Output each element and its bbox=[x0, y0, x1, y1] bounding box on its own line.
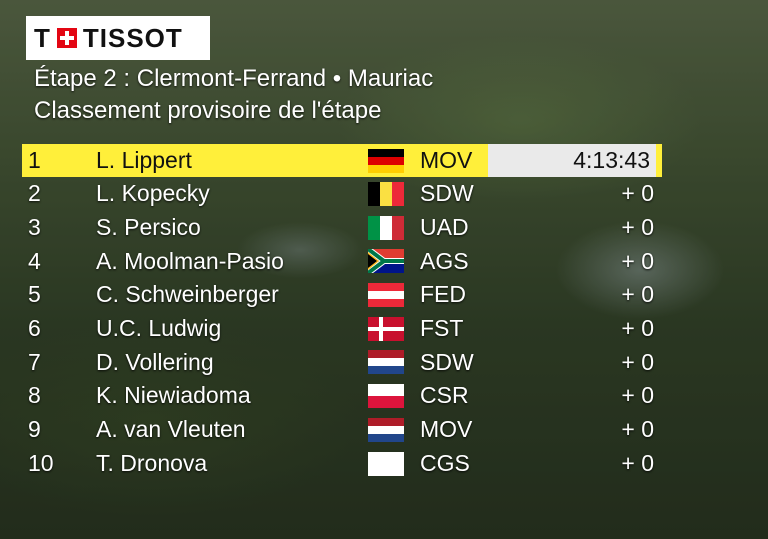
standings-row: 2 L. Kopecky SDW + 0 bbox=[22, 177, 662, 211]
rider-name: D. Vollering bbox=[96, 348, 214, 375]
rider-time: + 0 bbox=[621, 449, 654, 476]
rider-name: T. Dronova bbox=[96, 449, 208, 476]
rider-name: U.C. Ludwig bbox=[96, 315, 222, 342]
standings-row: 5 C. Schweinberger FED + 0 bbox=[22, 278, 662, 312]
standings-row: 7 D. Vollering SDW + 0 bbox=[22, 345, 662, 379]
standings-row: 10 T. Dronova CGS + 0 bbox=[22, 447, 662, 481]
denmark-flag-icon bbox=[368, 316, 404, 341]
rank: 9 bbox=[28, 416, 41, 443]
logo-text: TISSOT bbox=[82, 22, 183, 53]
team-code: FST bbox=[420, 315, 464, 342]
rider-name: L. Lippert bbox=[96, 147, 192, 173]
standings-row: 3 S. Persico UAD + 0 bbox=[22, 211, 662, 245]
swiss-cross-icon bbox=[56, 28, 77, 48]
team-code: CGS bbox=[420, 449, 470, 476]
rank: 5 bbox=[28, 281, 41, 308]
team-code: SDW bbox=[420, 180, 474, 207]
team-code: MOV bbox=[420, 147, 473, 173]
rank: 1 bbox=[28, 147, 41, 173]
standings-row: 1 L. Lippert MOV 4:13:43 bbox=[22, 144, 662, 177]
rank: 8 bbox=[28, 382, 41, 409]
rank: 6 bbox=[28, 315, 41, 342]
rank: 10 bbox=[28, 449, 54, 476]
tissot-logo: T TISSOT bbox=[26, 16, 210, 60]
stage-subtitle: Classement provisoire de l'étape bbox=[34, 97, 382, 124]
rider-time: + 0 bbox=[621, 247, 654, 274]
rider-name: C. Schweinberger bbox=[96, 281, 279, 308]
team-code: MOV bbox=[420, 416, 473, 443]
rank: 3 bbox=[28, 214, 41, 241]
austria-flag-icon bbox=[368, 283, 404, 308]
rider-name: A. Moolman-Pasio bbox=[96, 247, 284, 274]
logo-t-letter: T bbox=[34, 22, 51, 53]
rider-name: K. Niewiadoma bbox=[96, 382, 251, 409]
poland-flag-icon bbox=[368, 384, 404, 409]
rank: 7 bbox=[28, 348, 41, 375]
standings-row: 9 A. van Vleuten MOV + 0 bbox=[22, 413, 662, 447]
rider-time: + 0 bbox=[621, 214, 654, 241]
rider-time: + 0 bbox=[621, 180, 654, 207]
standings-row: 8 K. Niewiadoma CSR + 0 bbox=[22, 379, 662, 413]
belgium-flag-icon bbox=[368, 182, 404, 206]
team-code: FED bbox=[420, 281, 466, 308]
rank: 2 bbox=[28, 180, 41, 207]
rider-name: A. van Vleuten bbox=[96, 416, 246, 443]
team-code: AGS bbox=[420, 247, 469, 274]
rider-time: 4:13:43 bbox=[573, 147, 650, 173]
rider-time: + 0 bbox=[621, 416, 654, 443]
italy-flag-icon bbox=[368, 215, 404, 240]
team-code: CSR bbox=[420, 382, 469, 409]
rider-time: + 0 bbox=[621, 382, 654, 409]
team-code: SDW bbox=[420, 348, 474, 375]
rider-name: S. Persico bbox=[96, 214, 201, 241]
rank: 4 bbox=[28, 247, 41, 274]
standings-row: 4 A. Moolman-Pasio AGS + 0 bbox=[22, 244, 662, 278]
rider-time: + 0 bbox=[621, 315, 654, 342]
netherlands-flag-icon bbox=[368, 350, 404, 375]
standings-row: 6 U.C. Ludwig FST + 0 bbox=[22, 312, 662, 346]
south-africa-flag-icon bbox=[368, 249, 404, 274]
rider-time: + 0 bbox=[621, 348, 654, 375]
stage-title: Étape 2 : Clermont-Ferrand • Mauriac bbox=[34, 65, 434, 92]
leader-time-box bbox=[488, 144, 656, 177]
standings-table: 1 L. Lippert MOV 4:13:43 2 L. Kopecky SD… bbox=[22, 144, 662, 480]
blank-flag-icon bbox=[368, 451, 404, 476]
germany-flag-icon bbox=[368, 149, 404, 173]
rider-time: + 0 bbox=[621, 281, 654, 308]
team-code: UAD bbox=[420, 214, 469, 241]
netherlands-flag-icon bbox=[368, 417, 404, 442]
rider-name: L. Kopecky bbox=[96, 180, 210, 207]
